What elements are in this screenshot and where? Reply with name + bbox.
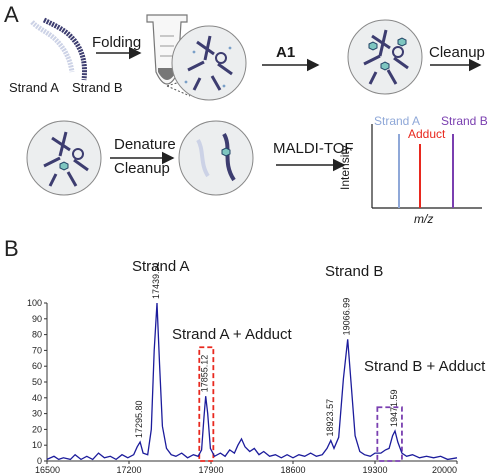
y-tick-label: 20 (32, 424, 42, 434)
y-tick-label: 0 (37, 456, 42, 466)
folding-label: Folding (92, 34, 142, 51)
x-tick-label: 19300 (362, 465, 387, 475)
y-tick-label: 100 (27, 298, 42, 308)
denature-label: Denature (114, 136, 176, 153)
annotation-strand-b-adduct: Strand B + Adduct (364, 358, 486, 375)
y-tick-label: 50 (32, 377, 42, 387)
folded-dna-circle-icon (171, 25, 247, 101)
mini-adduct-label: Adduct (408, 127, 446, 141)
annotation-strand-a-adduct: Strand A + Adduct (172, 326, 292, 343)
x-tick-label: 16500 (35, 465, 60, 475)
annotation-strand-a: Strand A (132, 258, 190, 275)
y-tick-label: 40 (32, 393, 42, 403)
adduct-dna-circle-icon (347, 19, 423, 95)
maldi-tof-label: MALDI-TOF (273, 140, 354, 157)
y-tick-label: 10 (32, 440, 42, 450)
strand-a-icon (30, 20, 75, 73)
peak-label: 19471.59 (389, 389, 399, 427)
panel-a-letter: A (4, 2, 19, 27)
cleanup-label-2: Cleanup (114, 160, 170, 177)
x-tick-label: 17200 (116, 465, 141, 475)
peak-label: 17855.12 (200, 355, 210, 393)
panel-b-letter: B (4, 236, 19, 261)
cleaned-dna-circle-icon (26, 120, 102, 196)
y-tick-label: 30 (32, 409, 42, 419)
mini-strand-a-label: Strand A (374, 114, 421, 128)
y-tick-label: 80 (32, 330, 42, 340)
mini-xlabel: m/z (414, 212, 434, 226)
peak-label: 18923.57 (325, 399, 335, 437)
cleanup-label-1: Cleanup (429, 44, 485, 61)
a1-label: A1 (276, 44, 296, 61)
y-tick-label: 70 (32, 345, 42, 355)
peak-label: 19066.99 (342, 298, 352, 336)
adduct-b-box (376, 406, 403, 462)
spectrum-line (46, 302, 458, 461)
peak-label: 17439.51 (151, 261, 161, 299)
strand-a-label: Strand A (9, 80, 59, 95)
strand-b-label: Strand B (72, 80, 123, 95)
x-tick-label: 18600 (280, 465, 305, 475)
peak-label: 17295.80 (134, 400, 144, 438)
y-tick-label: 60 (32, 361, 42, 371)
annotation-strand-b: Strand B (325, 263, 384, 280)
x-tick-label: 20000 (432, 465, 457, 475)
x-tick-label: 17900 (198, 465, 223, 475)
y-tick-label: 90 (32, 314, 42, 324)
denatured-strands-circle-icon (178, 120, 254, 196)
strand-b-icon (42, 17, 87, 81)
mini-spectrum-chart (371, 124, 482, 209)
mini-strand-b-label: Strand B (441, 114, 488, 128)
